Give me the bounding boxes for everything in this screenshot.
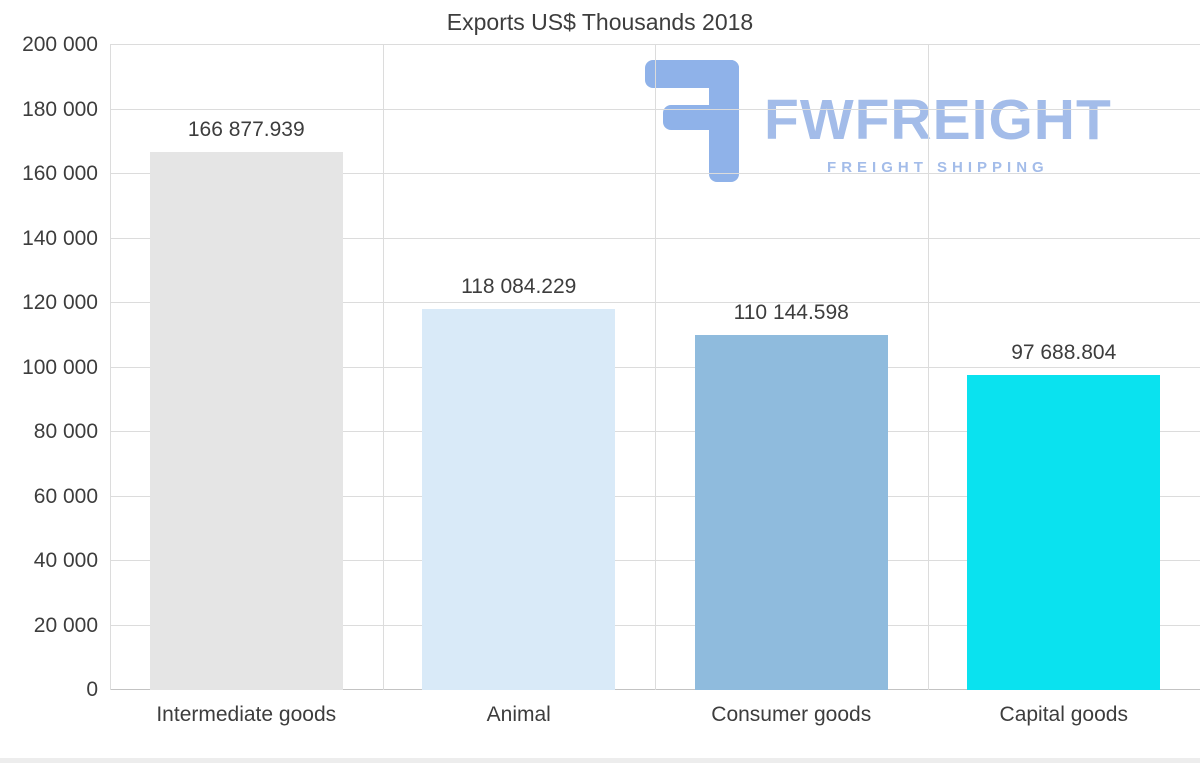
y-axis-labels: 0 20 000 40 000 60 000 80 000 100 000 120 000 1… (0, 33, 98, 701)
bottom-strip (0, 758, 1200, 763)
y-tick-label: 80 000 (33, 420, 98, 443)
bar-capital-goods (967, 374, 1161, 690)
y-tick-label: 40 000 (33, 549, 98, 572)
bar-column: 166 877.939 (110, 45, 383, 690)
plot-area: 166 877.939 118 084.229 110 144.598 97 688.… (110, 44, 1200, 690)
horizontal-gridline (110, 44, 1200, 45)
y-tick-label: 160 000 (22, 162, 98, 185)
bar-consumer-goods (694, 334, 888, 690)
bar-column: 118 084.229 (383, 45, 656, 690)
chart-title: Exports US$ Thousands 2018 (446, 9, 754, 35)
vertical-gridline (927, 45, 929, 690)
vertical-gridline (655, 45, 656, 690)
bar-value-label: 118 084.229 (461, 275, 577, 299)
y-tick-label: 200 000 (22, 33, 98, 56)
vertical-gridline (110, 45, 111, 690)
y-tick-label: 20 000 (33, 613, 98, 637)
x-category-label: Intermediate goods (156, 703, 337, 726)
x-category-label: Capital goods (999, 703, 1128, 726)
y-tick-label: 140 000 (22, 226, 98, 250)
y-tick-label: 100 000 (22, 355, 98, 379)
bar-value-label: 110 144.598 (733, 300, 849, 324)
bar-value-label: 166 877.939 (187, 117, 305, 141)
vertical-gridline (382, 45, 384, 690)
y-tick-label: 180 000 (22, 97, 98, 121)
y-tick-label: 0 (86, 678, 98, 701)
bar-column: 110 144.598 (655, 45, 928, 690)
x-axis-labels: Intermediate goods Animal Consumer goods Ca… (110, 703, 1200, 727)
bar-column: 97 688.804 (928, 45, 1200, 690)
bar-value-label: 97 688.804 (1011, 340, 1117, 364)
x-category-label: Consumer goods (711, 703, 872, 726)
bar-intermediate-goods (149, 151, 343, 690)
y-tick-label: 60 000 (33, 484, 98, 508)
y-tick-label: 120 000 (22, 291, 98, 314)
x-category-label: Animal (486, 703, 551, 726)
bar-animal (422, 309, 616, 690)
